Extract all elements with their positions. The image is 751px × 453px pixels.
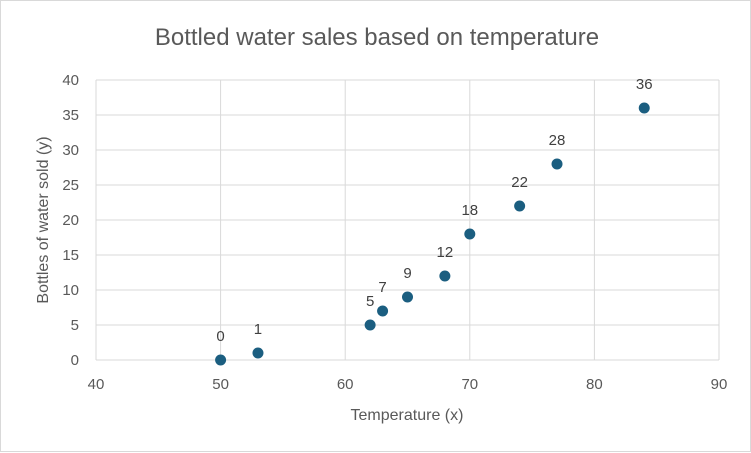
x-tick-label: 80 — [586, 376, 603, 393]
scatter-point — [464, 228, 476, 240]
scatter-point — [364, 319, 376, 331]
point-data-label: 1 — [254, 321, 262, 338]
scatter-point — [439, 270, 451, 282]
chart-title: Bottled water sales based on temperature — [155, 24, 599, 51]
y-tick-label: 15 — [62, 247, 79, 264]
scatter-point — [551, 158, 563, 170]
gridlines — [95, 79, 720, 361]
point-data-label: 7 — [378, 279, 386, 296]
scatter-point — [252, 347, 264, 359]
x-tick-label: 50 — [212, 376, 229, 393]
y-tick-label: 5 — [71, 317, 79, 334]
y-tick-label: 10 — [62, 282, 79, 299]
scatter-point — [638, 102, 650, 114]
scatter-point — [402, 291, 413, 303]
x-axis-label: Temperature (x) — [351, 407, 464, 424]
point-data-label: 12 — [437, 244, 454, 261]
scatter-point — [215, 354, 227, 366]
data-labels: 0 1 579 12 18 22 28 36 — [216, 76, 652, 345]
point-data-label: 28 — [549, 132, 566, 149]
y-tick-label: 30 — [62, 142, 79, 159]
x-tick-label: 70 — [461, 376, 478, 393]
scatter-point — [514, 200, 526, 212]
y-tick-label: 25 — [62, 177, 79, 194]
y-tick-label: 35 — [62, 107, 79, 124]
data-points — [215, 102, 650, 366]
y-tick-label: 40 — [62, 72, 79, 89]
y-tick-label: 20 — [62, 212, 79, 229]
point-data-label: 5 — [366, 293, 374, 310]
x-tick-label: 90 — [711, 376, 728, 393]
point-data-label: 22 — [511, 174, 528, 191]
point-data-label: 0 — [216, 328, 224, 345]
x-tick-label: 60 — [337, 376, 354, 393]
point-data-label: 9 — [403, 265, 411, 282]
x-tick-label: 40 — [88, 376, 105, 393]
point-data-label: 36 — [636, 76, 653, 93]
point-data-label: 18 — [461, 202, 478, 219]
scatter-point — [377, 305, 389, 317]
y-axis-label: Bottles of water sold (y) — [35, 136, 52, 303]
y-tick-label: 0 — [71, 352, 79, 369]
